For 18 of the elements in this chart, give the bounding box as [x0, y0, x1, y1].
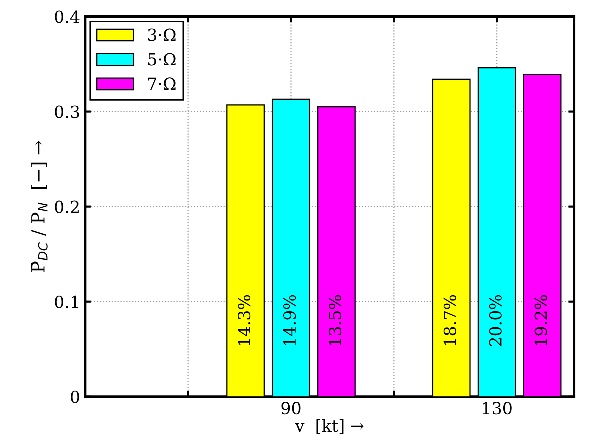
y-tick-label: 0.4	[55, 10, 80, 24]
x-axis-title: v [kt] →	[295, 419, 364, 434]
y-tick-label: 0.1	[55, 296, 78, 308]
legend-label: 5·Ω	[148, 53, 176, 66]
x-tick-label: 90	[282, 402, 301, 415]
legend-label: 7·Ω	[148, 78, 176, 90]
annotation: 14.9%	[283, 295, 296, 346]
annotation: 14.3%	[238, 295, 251, 346]
y-axis-title: P̄$_{DC}$ / P$_{N}$ [−] →	[31, 141, 48, 272]
y-tick-label: 0.3	[55, 106, 80, 118]
x-tick-label: 130	[483, 402, 512, 415]
annotation: 18.7%	[444, 295, 456, 346]
legend-label: 3·Ω	[148, 28, 176, 42]
y-tick-label: 0.2	[55, 200, 79, 214]
y-tick-label: 0	[71, 390, 80, 404]
annotation: 20.0%	[489, 295, 502, 346]
annotation: 13.5%	[328, 295, 342, 346]
annotation: 19.2%	[534, 295, 548, 346]
